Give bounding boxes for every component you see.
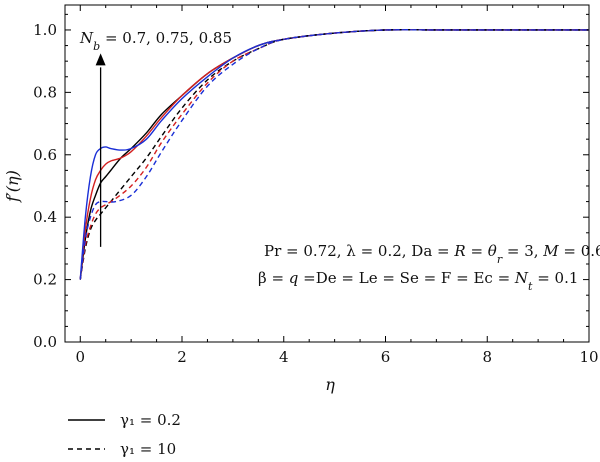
series-line-black-dashed bbox=[79, 29, 589, 280]
params-line-1: Pr = 0.72, λ = 0.2, Da = R = θr = 3, M =… bbox=[264, 242, 600, 266]
y-tick-label: 1.0 bbox=[33, 21, 57, 39]
y-tick-label: 0.2 bbox=[33, 271, 57, 289]
legend-label-dashed: γ₁ = 10 bbox=[120, 440, 176, 458]
x-tick-label: 4 bbox=[279, 348, 289, 366]
y-tick-label: 0.0 bbox=[33, 333, 57, 351]
legend: γ₁ = 0.2 γ₁ = 10 bbox=[68, 411, 181, 458]
nb-arrow-head bbox=[95, 53, 106, 66]
series-line-red-dashed bbox=[79, 29, 589, 280]
y-tick-label: 0.8 bbox=[33, 83, 57, 101]
x-tick-label: 8 bbox=[482, 348, 492, 366]
x-axis-label: η bbox=[325, 375, 335, 394]
x-tick-label: 10 bbox=[579, 348, 598, 366]
nb-arrow bbox=[95, 53, 106, 247]
x-tick-label: 6 bbox=[381, 348, 391, 366]
plot-area bbox=[64, 4, 590, 343]
params-line-2: β = q =De = Le = Se = F = Ec = Nt = 0.1 bbox=[258, 269, 578, 293]
x-tick-label: 2 bbox=[177, 348, 187, 366]
legend-label-solid: γ₁ = 0.2 bbox=[120, 411, 181, 429]
series-line-blue-dashed bbox=[79, 29, 589, 280]
axis-ticks: 0 2 4 6 8 10 0.0 0.2 0.4 0.6 0.8 1.0 bbox=[33, 5, 599, 366]
x-tick-label: 0 bbox=[75, 348, 85, 366]
y-tick-label: 0.4 bbox=[33, 208, 57, 226]
nb-arrow-label: Nb = 0.7, 0.75, 0.85 bbox=[79, 29, 232, 53]
series-layer bbox=[79, 29, 589, 280]
series-line-blue-solid bbox=[79, 29, 589, 280]
y-axis-label: f′(η) bbox=[3, 170, 22, 203]
y-tick-label: 0.6 bbox=[33, 146, 57, 164]
plot-frame bbox=[64, 4, 590, 343]
